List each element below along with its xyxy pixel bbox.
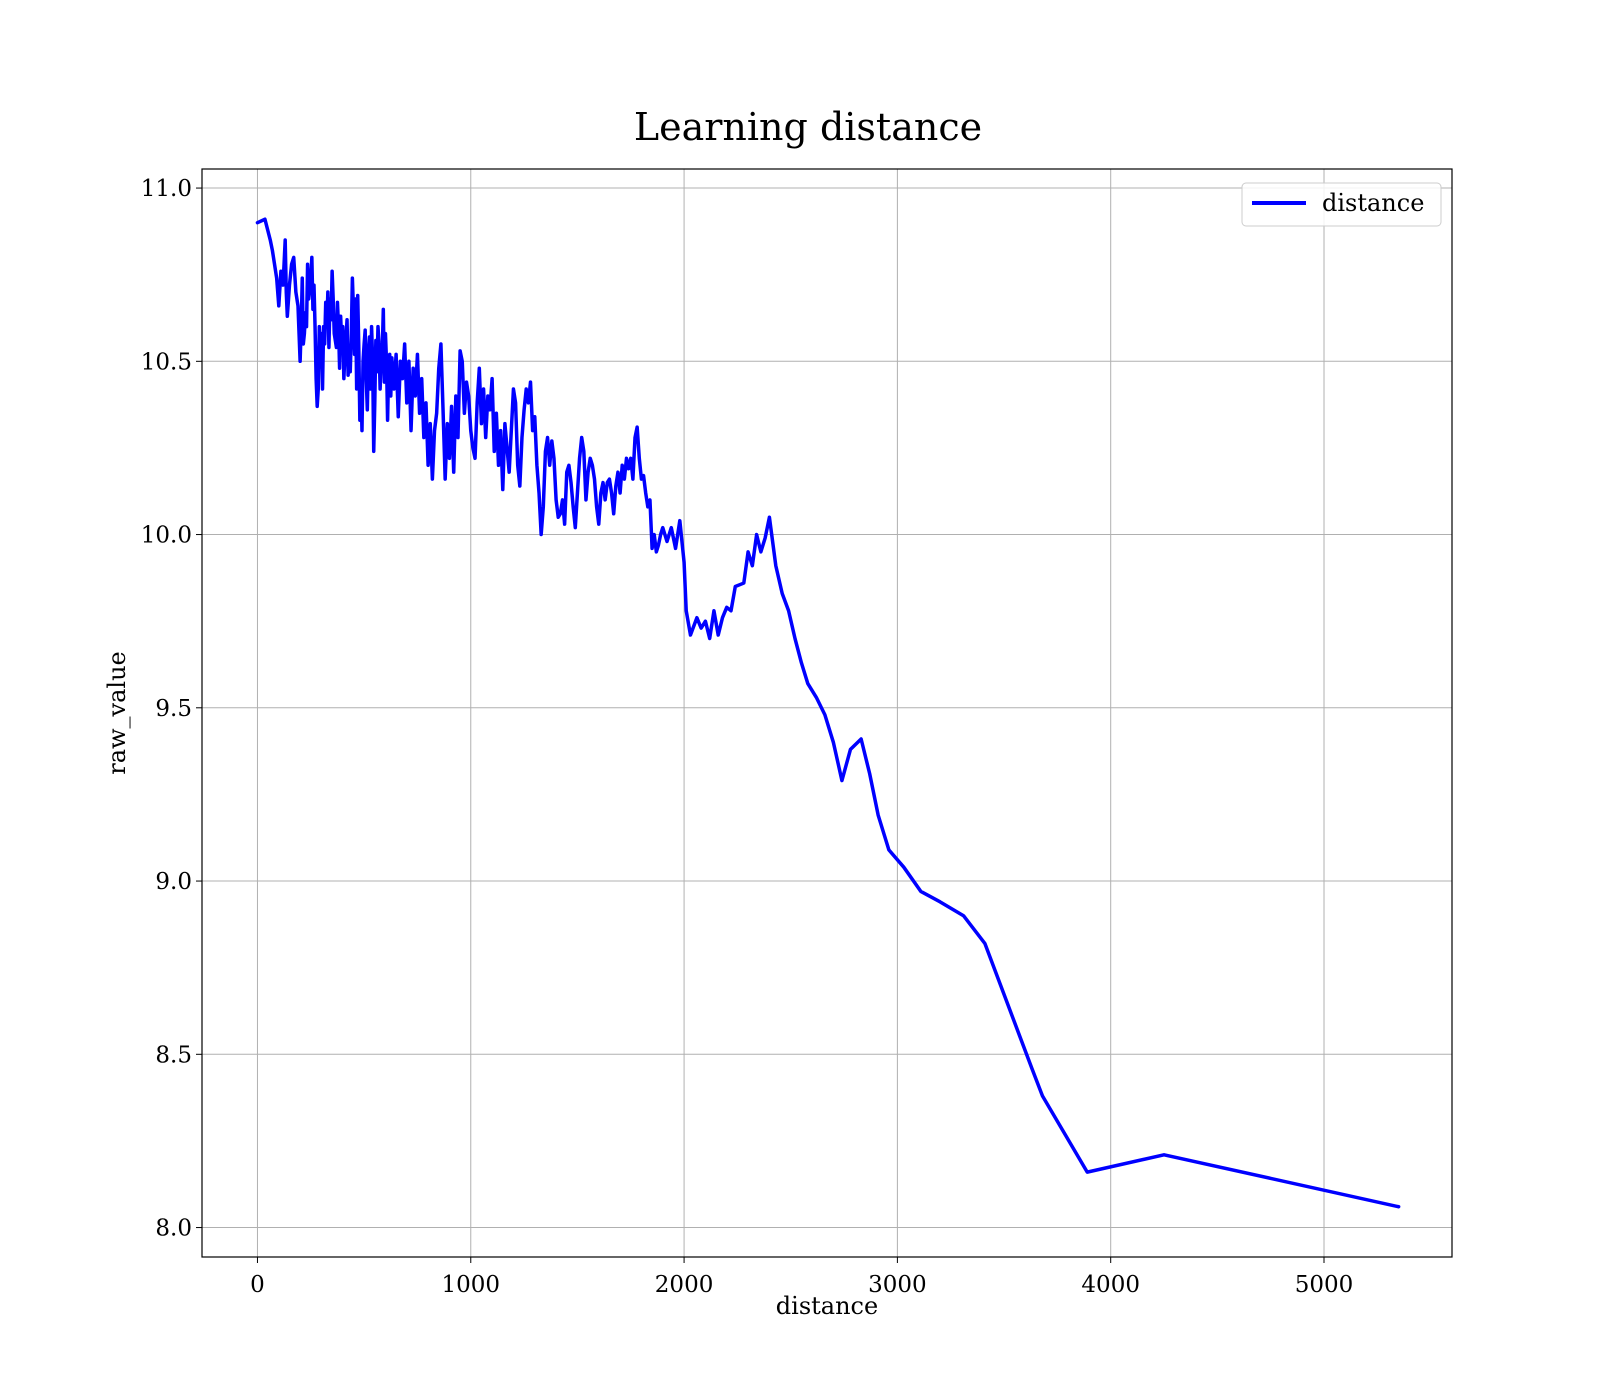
x-tick-label: 3000 — [868, 1272, 927, 1298]
y-axis: 8.0 8.5 9.0 9.5 10.0 10.5 11.0 — [141, 176, 202, 1242]
x-tick-label: 5000 — [1295, 1272, 1354, 1298]
legend: distance — [1241, 182, 1442, 227]
y-tick-label: 9.0 — [155, 869, 192, 895]
x-tick-label: 1000 — [441, 1272, 500, 1298]
y-tick-label: 10.5 — [141, 349, 192, 375]
y-tick-label: 11.0 — [141, 176, 192, 202]
x-tick-label: 2000 — [655, 1272, 714, 1298]
series-layer — [255, 217, 1401, 1209]
y-tick-label: 8.5 — [155, 1042, 192, 1068]
x-tick-label: 0 — [250, 1272, 265, 1298]
grid — [202, 169, 1452, 1257]
chart-title: Learning distance — [634, 105, 982, 149]
x-axis: 0 1000 2000 3000 4000 5000 — [250, 1257, 1353, 1298]
y-tick-label: 8.0 — [155, 1216, 192, 1242]
y-tick-label: 10.0 — [141, 523, 192, 549]
legend-label: distance — [1322, 189, 1424, 217]
plot-frame — [201, 168, 1453, 1258]
x-axis-label: distance — [776, 1292, 878, 1320]
y-tick-label: 9.5 — [155, 696, 192, 722]
y-axis-label: raw_value — [103, 651, 131, 775]
legend-box — [1241, 182, 1442, 227]
x-tick-label: 4000 — [1081, 1272, 1140, 1298]
series-line-distance — [255, 217, 1401, 1209]
